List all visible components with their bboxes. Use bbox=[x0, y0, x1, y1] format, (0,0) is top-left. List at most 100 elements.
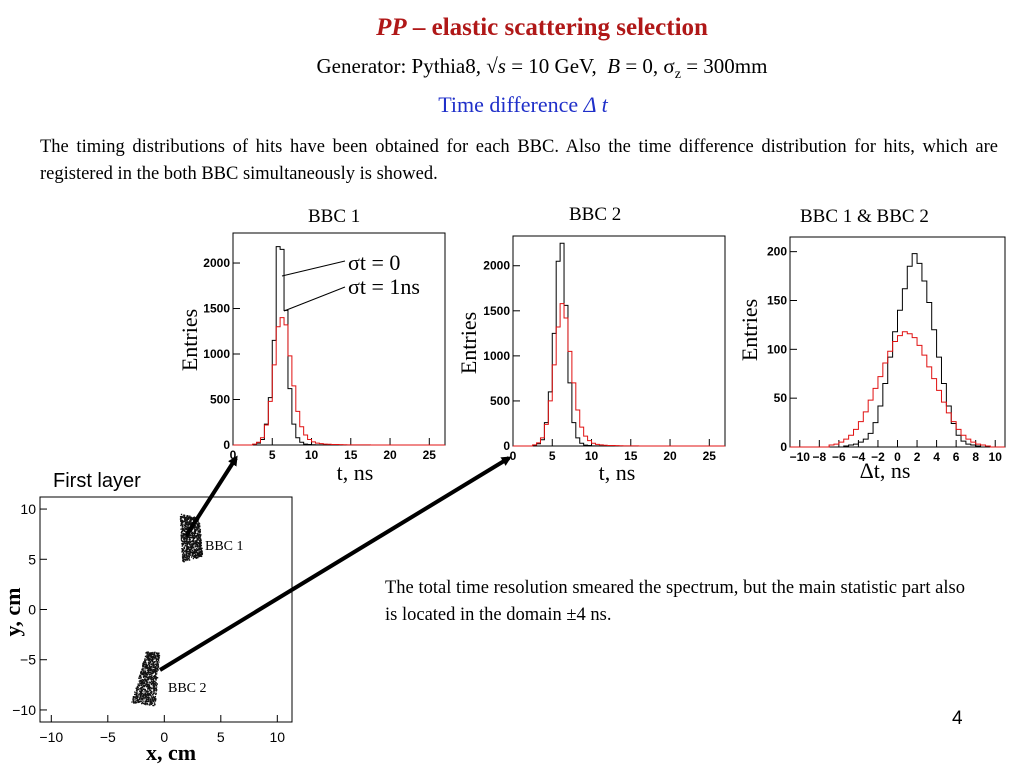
hit-point bbox=[133, 701, 135, 703]
x-tick-label: 20 bbox=[663, 449, 677, 463]
hit-point bbox=[181, 528, 183, 530]
y-tick-label: 2000 bbox=[483, 259, 510, 273]
hit-point bbox=[194, 549, 196, 551]
hit-point bbox=[147, 651, 149, 653]
y-tick-label: 100 bbox=[767, 342, 787, 356]
hit-point bbox=[150, 678, 152, 681]
hit-point bbox=[158, 656, 160, 659]
hit-point bbox=[135, 694, 137, 696]
hit-point bbox=[147, 681, 149, 683]
hit-point bbox=[189, 541, 191, 543]
hit-point bbox=[182, 529, 184, 531]
hit-point bbox=[139, 680, 142, 682]
hit-point bbox=[140, 696, 142, 699]
hit-point bbox=[191, 549, 194, 552]
hit-point bbox=[135, 700, 137, 702]
hit-point bbox=[199, 554, 201, 556]
hit-point bbox=[147, 672, 149, 674]
hit-point bbox=[193, 556, 195, 558]
hit-point bbox=[144, 671, 147, 673]
hit-point bbox=[193, 530, 196, 533]
hit-point bbox=[143, 661, 145, 663]
hit-point bbox=[140, 682, 143, 684]
hit-point bbox=[185, 555, 187, 557]
x-tick-label: 0 bbox=[230, 448, 237, 462]
hit-point bbox=[157, 665, 159, 668]
hit-point bbox=[188, 548, 190, 551]
hit-point bbox=[181, 540, 183, 542]
y-tick-label: 10 bbox=[20, 501, 36, 517]
hit-point bbox=[135, 689, 138, 692]
hit-point bbox=[146, 657, 149, 659]
hit-point bbox=[148, 667, 151, 670]
hit-point bbox=[189, 524, 191, 526]
hit-point bbox=[189, 546, 191, 548]
hit-point bbox=[199, 534, 202, 536]
hit-point bbox=[147, 687, 149, 689]
hit-point bbox=[193, 518, 196, 520]
hit-point bbox=[145, 700, 148, 702]
hit-point bbox=[199, 552, 201, 554]
hit-point bbox=[148, 677, 150, 679]
hit-point bbox=[147, 666, 149, 669]
hit-point bbox=[183, 543, 185, 545]
hit-point bbox=[197, 538, 199, 541]
hit-point bbox=[197, 528, 199, 530]
hit-point bbox=[195, 556, 197, 559]
hit-point bbox=[146, 653, 149, 655]
hit-point bbox=[140, 692, 142, 695]
plot-title-bbc1: BBC 1 bbox=[308, 206, 361, 227]
hit-point bbox=[144, 675, 147, 678]
hit-point bbox=[194, 555, 196, 557]
hit-point bbox=[189, 519, 191, 521]
hit-point bbox=[183, 514, 186, 517]
hit-point bbox=[147, 700, 150, 703]
hit-point bbox=[189, 536, 191, 539]
hit-point bbox=[143, 669, 145, 672]
hit-point bbox=[194, 532, 196, 534]
hit-point bbox=[152, 671, 154, 674]
hit-point bbox=[143, 691, 145, 693]
hit-point bbox=[200, 551, 202, 553]
hit-point bbox=[149, 654, 151, 656]
hit-point bbox=[138, 680, 140, 682]
hit-point bbox=[182, 557, 184, 559]
hit-point bbox=[188, 556, 190, 558]
hit-point bbox=[156, 668, 159, 670]
hit-point bbox=[183, 558, 185, 560]
hit-point bbox=[201, 551, 203, 553]
hit-point bbox=[144, 673, 147, 675]
hit-point bbox=[143, 674, 145, 676]
hit-point bbox=[140, 675, 142, 678]
hit-point bbox=[147, 698, 149, 701]
hit-point bbox=[140, 692, 142, 694]
hit-point bbox=[145, 661, 147, 664]
hit-point bbox=[140, 687, 143, 689]
hit-point bbox=[153, 658, 155, 660]
hit-point bbox=[197, 543, 200, 545]
series-unsmeared bbox=[790, 253, 1005, 448]
hit-point bbox=[138, 693, 141, 695]
hit-point bbox=[186, 548, 189, 550]
hit-point bbox=[154, 692, 156, 694]
hit-point bbox=[155, 668, 157, 671]
scatter-first-layer: −10 −5 0 5 10 −10 −5 0 5 10 BBC 1 BBC 2 y, cm x, … bbox=[0, 496, 293, 765]
section-heading: Time difference Δ t bbox=[0, 92, 1024, 118]
hit-point bbox=[139, 684, 141, 686]
hit-point bbox=[151, 674, 153, 676]
hit-point bbox=[154, 669, 156, 671]
hit-point bbox=[155, 663, 157, 666]
title-rest: – elastic scattering selection bbox=[406, 14, 708, 41]
hit-point bbox=[152, 699, 154, 702]
hit-point bbox=[191, 531, 194, 534]
hit-point bbox=[153, 670, 155, 672]
hit-point bbox=[147, 652, 150, 654]
hit-point bbox=[186, 536, 188, 538]
hit-point bbox=[145, 684, 147, 686]
hit-point bbox=[134, 693, 136, 695]
hit-point bbox=[141, 683, 143, 685]
hit-point bbox=[150, 703, 153, 706]
x-tick-label: 10 bbox=[270, 729, 286, 745]
hit-point bbox=[143, 675, 145, 677]
hit-point bbox=[199, 551, 201, 553]
